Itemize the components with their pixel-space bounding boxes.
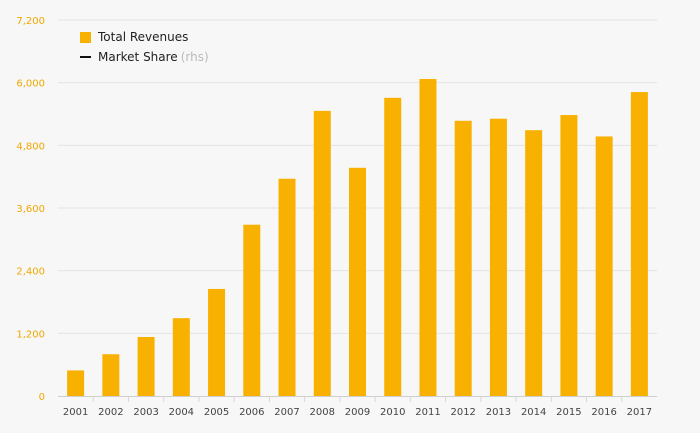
x-tick-label-2017: 2017 — [627, 407, 652, 418]
x-tick-label-2015: 2015 — [556, 407, 581, 418]
legend-label-market-share: Market Share — [98, 50, 178, 64]
bar-2003[interactable] — [137, 336, 155, 396]
y-axis-tick-labels: 0 1,200 2,400 3,600 4,800 6,000 7,200 — [16, 16, 45, 403]
y-tick-label: 4,800 — [16, 141, 45, 152]
bar-2010[interactable] — [384, 97, 402, 397]
bar-2013[interactable] — [489, 118, 507, 396]
bar-2002[interactable] — [102, 354, 120, 396]
x-tick-label-2011: 2011 — [415, 407, 440, 418]
legend-item-total-revenues[interactable]: Total Revenues — [80, 27, 209, 47]
legend-swatch-line — [80, 56, 91, 58]
x-tick-label-2016: 2016 — [591, 407, 616, 418]
x-tick-label-2005: 2005 — [204, 407, 229, 418]
bar-2006[interactable] — [243, 224, 261, 396]
bar-2001[interactable] — [67, 370, 85, 396]
bar-series-total-revenues — [67, 79, 648, 397]
bar-2014[interactable] — [525, 130, 543, 396]
x-tick-label-2006: 2006 — [239, 407, 264, 418]
bar-2016[interactable] — [595, 136, 613, 396]
legend-label-total-revenues: Total Revenues — [98, 30, 189, 44]
x-axis-tick-labels: 2001 2002 2003 2004 2005 2006 2007 2008 2009 2010… — [63, 396, 652, 418]
x-tick-label-2012: 2012 — [450, 407, 475, 418]
bar-2011[interactable] — [419, 79, 437, 396]
x-tick-label-2001: 2001 — [63, 407, 88, 418]
y-tick-label: 3,600 — [16, 204, 45, 215]
x-tick-label-2007: 2007 — [274, 407, 299, 418]
x-tick-label-2002: 2002 — [98, 407, 123, 418]
y-tick-label: 0 — [39, 392, 45, 403]
bar-2015[interactable] — [560, 115, 578, 397]
bar-2005[interactable] — [208, 288, 226, 396]
bar-2007[interactable] — [278, 178, 296, 396]
y-tick-label: 7,200 — [16, 16, 45, 27]
bar-2017[interactable] — [630, 92, 648, 397]
bar-2009[interactable] — [349, 167, 366, 396]
legend-swatch-bar — [80, 31, 91, 43]
bar-2004[interactable] — [172, 318, 190, 396]
y-tick-label: 2,400 — [16, 267, 45, 278]
bar-2008[interactable] — [313, 110, 331, 396]
legend-label-rhs: (rhs) — [180, 50, 209, 64]
x-tick-label-2004: 2004 — [169, 407, 194, 418]
x-tick-label-2014: 2014 — [521, 407, 546, 418]
x-tick-label-2009: 2009 — [345, 407, 370, 418]
legend-item-market-share[interactable]: Market Share (rhs) — [80, 47, 209, 67]
x-tick-label-2010: 2010 — [380, 407, 405, 418]
x-tick-label-2003: 2003 — [133, 407, 158, 418]
y-tick-label: 1,200 — [16, 329, 45, 340]
bar-2012[interactable] — [454, 120, 472, 397]
x-tick-label-2008: 2008 — [310, 407, 335, 418]
y-tick-label: 6,000 — [16, 79, 45, 90]
legend: Total Revenues Market Share (rhs) — [80, 27, 209, 67]
x-tick-label-2013: 2013 — [486, 407, 511, 418]
